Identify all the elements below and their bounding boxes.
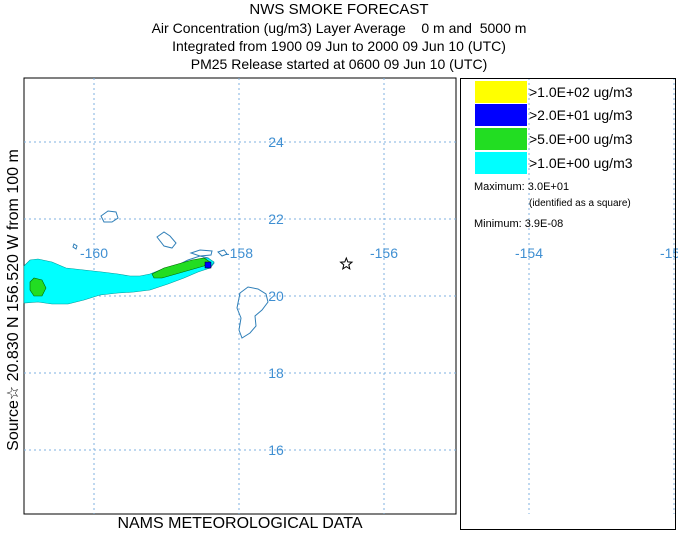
legend-item: >1.0E+00 ug/m3 [475, 152, 633, 174]
island-niihau [72, 243, 78, 250]
legend-item: >1.0E+02 ug/m3 [475, 81, 633, 103]
island-kahoolawe [217, 249, 228, 257]
graticule: -160 -158 -156 -154 -152 24 22 20 18 16 [24, 78, 678, 514]
longitude-label: -158 [225, 245, 253, 261]
title-concentration: Air Concentration (ug/m3) Layer Average … [151, 20, 527, 36]
title-release: PM25 Release started at 0600 09 Jun 10 (… [190, 56, 488, 72]
maximum-note: (identified as a square) [529, 198, 631, 209]
legend: >1.0E+02 ug/m3 >2.0E+01 ug/m3 >5.0E+00 u… [460, 78, 676, 530]
legend-item: >2.0E+01 ug/m3 [475, 104, 633, 126]
island-hawaii [236, 286, 269, 339]
star-icon [339, 256, 354, 271]
latitude-label: 18 [268, 365, 284, 381]
smoke-plume [23, 257, 215, 305]
longitude-label: -152 [660, 245, 678, 261]
met-data-label: NAMS METEOROLOGICAL DATA [117, 515, 363, 532]
longitude-label: -156 [370, 245, 398, 261]
maximum-value: 3.0E+01 [527, 181, 570, 193]
maximum-square [204, 261, 212, 269]
coastlines [28, 210, 269, 339]
title-block: NWS SMOKE FORECAST Air Concentration (ug… [0, 0, 678, 73]
latitude-label: 22 [268, 211, 284, 227]
minimum-stat: Minimum: 3.9E-08 [474, 218, 563, 230]
island-lanai [189, 249, 213, 257]
legend-item: >5.0E+00 ug/m3 [475, 128, 633, 150]
legend-swatch-yellow [475, 81, 527, 103]
maximum-stat: Maximum: 3.0E+01 [474, 181, 569, 193]
legend-label: >5.0E+00 ug/m3 [529, 131, 633, 147]
plume-contour-5-west [29, 277, 47, 297]
maximum-label: Maximum: [474, 181, 525, 193]
legend-label: >2.0E+01 ug/m3 [529, 107, 633, 123]
minimum-value: 3.9E-08 [524, 218, 564, 230]
island-molokai [156, 231, 177, 249]
latitude-label: 20 [268, 288, 284, 304]
latitude-label: 24 [268, 134, 284, 150]
longitude-label: -154 [515, 245, 543, 261]
legend-swatch-cyan [475, 152, 527, 174]
legend-swatch-blue [475, 104, 527, 126]
minimum-label: Minimum: [474, 218, 522, 230]
longitude-label: -160 [80, 245, 108, 261]
latitude-label: 16 [268, 442, 284, 458]
source-marker [339, 256, 354, 271]
legend-label: >1.0E+02 ug/m3 [529, 84, 633, 100]
map-title: NWS SMOKE FORECAST [249, 1, 429, 18]
legend-label: >1.0E+00 ug/m3 [529, 155, 633, 171]
island-oahu [100, 210, 119, 223]
legend-swatch-green [475, 128, 527, 150]
title-integration: Integrated from 1900 09 Jun to 2000 09 J… [172, 38, 506, 54]
